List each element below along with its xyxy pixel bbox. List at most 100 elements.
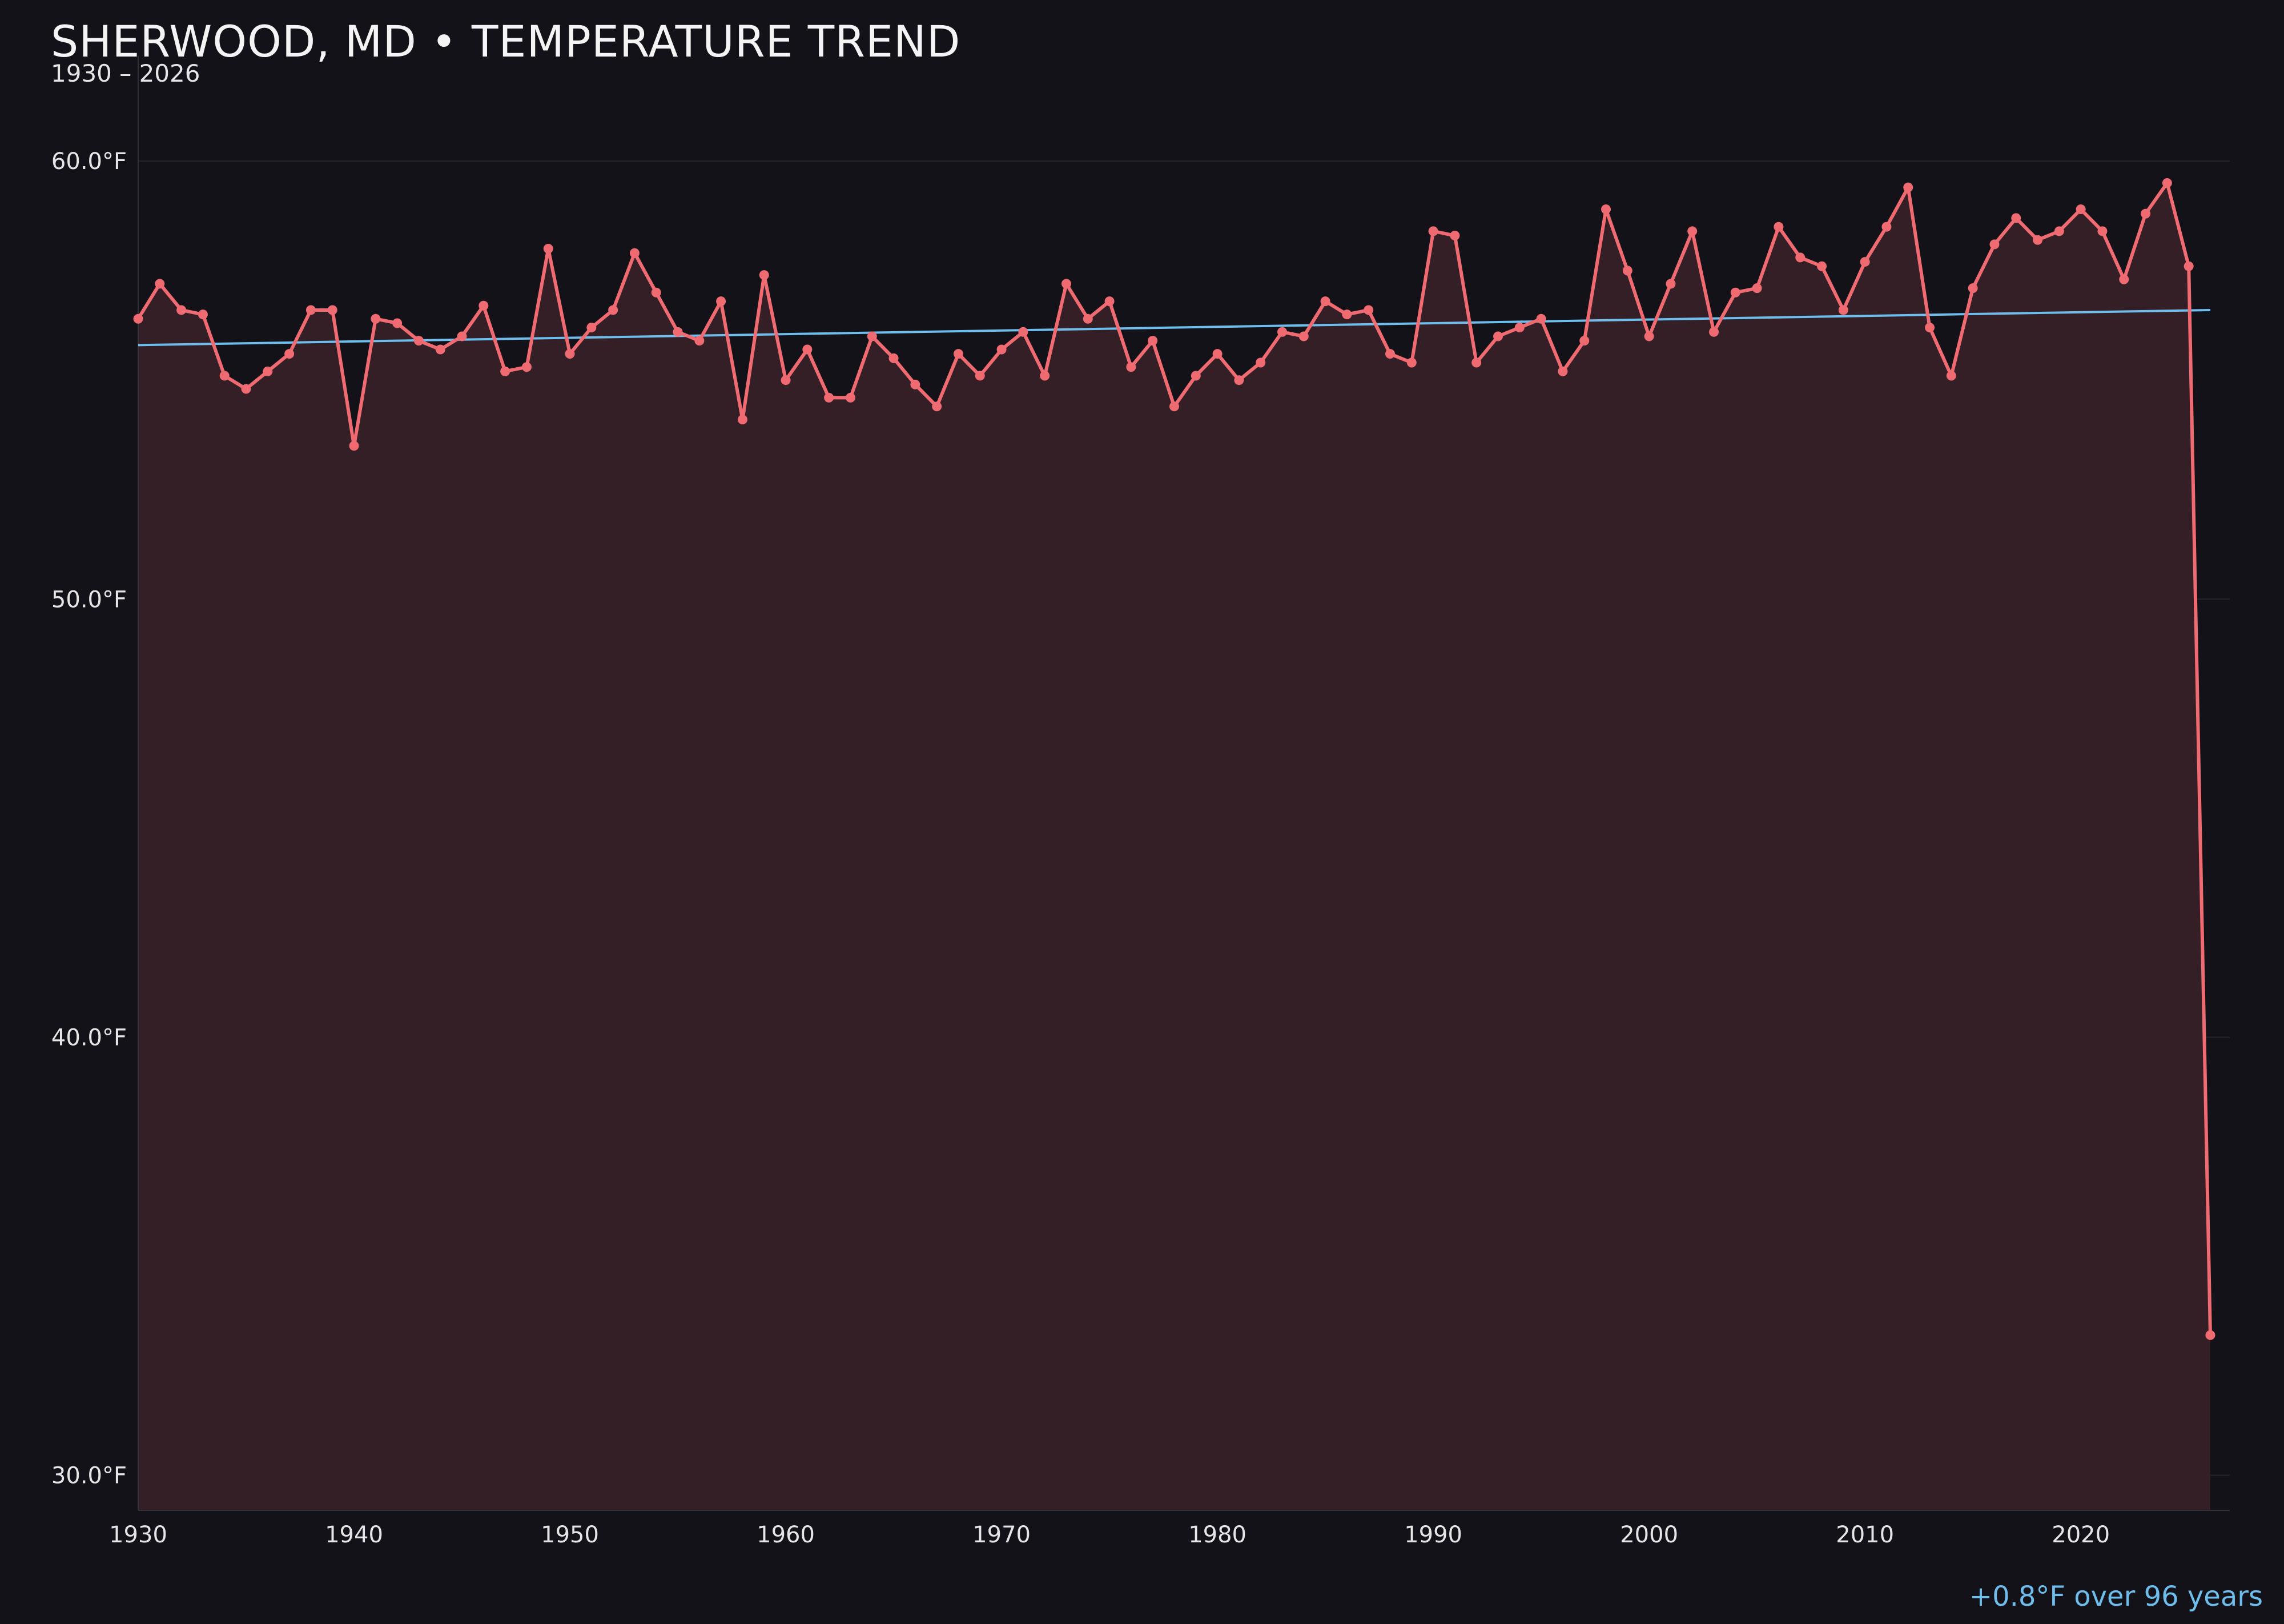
data-point	[1450, 231, 1460, 241]
data-point	[2119, 274, 2129, 284]
data-point	[2184, 261, 2194, 271]
data-point	[2011, 213, 2021, 223]
data-point	[1342, 309, 1352, 320]
data-point	[1256, 357, 1266, 368]
data-point	[673, 327, 683, 337]
data-point	[1406, 357, 1417, 368]
data-point	[1817, 261, 1827, 271]
axes	[138, 56, 2230, 1511]
data-point	[1083, 313, 1093, 324]
data-point	[1191, 371, 1201, 381]
data-point	[1040, 371, 1050, 381]
data-point	[1579, 336, 1590, 346]
data-point	[263, 366, 273, 376]
data-point	[2162, 178, 2172, 188]
data-point	[1838, 305, 1848, 315]
data-point	[349, 441, 359, 451]
data-point	[586, 323, 597, 333]
data-point	[910, 379, 920, 389]
data-point	[500, 366, 510, 376]
data-point	[1795, 252, 1806, 263]
data-point	[1320, 296, 1330, 307]
data-point	[284, 349, 295, 359]
data-point	[176, 305, 187, 315]
data-point	[1752, 283, 1762, 294]
data-point	[1104, 296, 1115, 307]
y-tick-label: 40.0°F	[51, 1024, 127, 1051]
area-fill-layer	[138, 183, 2210, 1510]
data-point	[1018, 327, 1028, 337]
data-point	[478, 300, 489, 311]
data-point	[413, 336, 424, 346]
y-tick-label: 60.0°F	[51, 148, 127, 175]
y-tick-label: 50.0°F	[51, 586, 127, 613]
data-point	[1428, 226, 1438, 236]
x-tick-label: 1980	[1188, 1522, 1246, 1548]
chart-subtitle: 1930 – 2026	[51, 59, 200, 87]
data-point	[2141, 208, 2151, 219]
data-point	[867, 331, 877, 341]
data-point	[932, 401, 942, 412]
x-tick-label: 1970	[972, 1522, 1031, 1548]
data-point	[371, 313, 381, 324]
data-point	[305, 305, 316, 315]
data-point	[1298, 331, 1309, 341]
data-point	[716, 296, 726, 307]
x-tick-label: 1950	[541, 1522, 599, 1548]
data-point	[1558, 366, 1568, 376]
data-point	[1601, 204, 1611, 215]
chart-title: SHERWOOD, MD • TEMPERATURE TREND	[51, 16, 961, 67]
data-point	[2033, 235, 2043, 245]
y-tick-label: 30.0°F	[51, 1463, 127, 1489]
data-point	[1493, 331, 1503, 341]
data-point	[1212, 349, 1223, 359]
area-fill	[138, 183, 2210, 1510]
data-point	[845, 392, 855, 403]
data-point	[219, 371, 230, 381]
data-point	[996, 344, 1007, 355]
data-point	[1514, 323, 1525, 333]
data-point	[457, 331, 467, 341]
data-point	[1234, 375, 1244, 385]
data-point	[565, 349, 575, 359]
data-point	[2097, 226, 2108, 236]
data-point	[608, 305, 618, 315]
data-point	[781, 375, 791, 385]
data-point	[737, 415, 747, 425]
data-point	[975, 371, 985, 381]
trend-line-layer	[138, 308, 2211, 347]
data-point	[651, 287, 661, 298]
data-point	[392, 318, 403, 328]
data-point	[2054, 226, 2064, 236]
data-point	[629, 248, 640, 258]
data-point	[1860, 257, 1870, 267]
data-points	[133, 178, 2215, 1340]
data-point	[133, 313, 143, 324]
data-point	[1687, 226, 1698, 236]
x-tick-label: 2000	[1620, 1522, 1678, 1548]
data-point	[1946, 371, 1956, 381]
data-point	[1277, 327, 1287, 337]
data-point	[1644, 331, 1654, 341]
data-point	[1774, 222, 1784, 232]
data-point	[241, 384, 251, 394]
x-tick-labels: 1930 1940 1950 1960 1970 1980 1990 2000 2010 2020	[109, 1522, 2110, 1548]
data-point	[1061, 279, 1071, 289]
data-point	[1881, 222, 1892, 232]
x-tick-label: 1960	[757, 1522, 815, 1548]
data-point	[1148, 336, 1158, 346]
data-point	[1989, 239, 2000, 250]
x-tick-label: 2010	[1836, 1522, 1894, 1548]
data-point	[2076, 204, 2086, 215]
data-point	[888, 353, 899, 363]
data-point	[1709, 327, 1719, 337]
data-point	[694, 336, 705, 346]
data-point	[155, 279, 165, 289]
data-point	[1126, 362, 1136, 372]
trend-annotation: +0.8°F over 96 years	[1969, 1581, 2263, 1613]
data-point	[1730, 287, 1740, 298]
data-point	[1622, 266, 1632, 276]
data-point	[953, 349, 963, 359]
x-tick-label: 2020	[2052, 1522, 2110, 1548]
